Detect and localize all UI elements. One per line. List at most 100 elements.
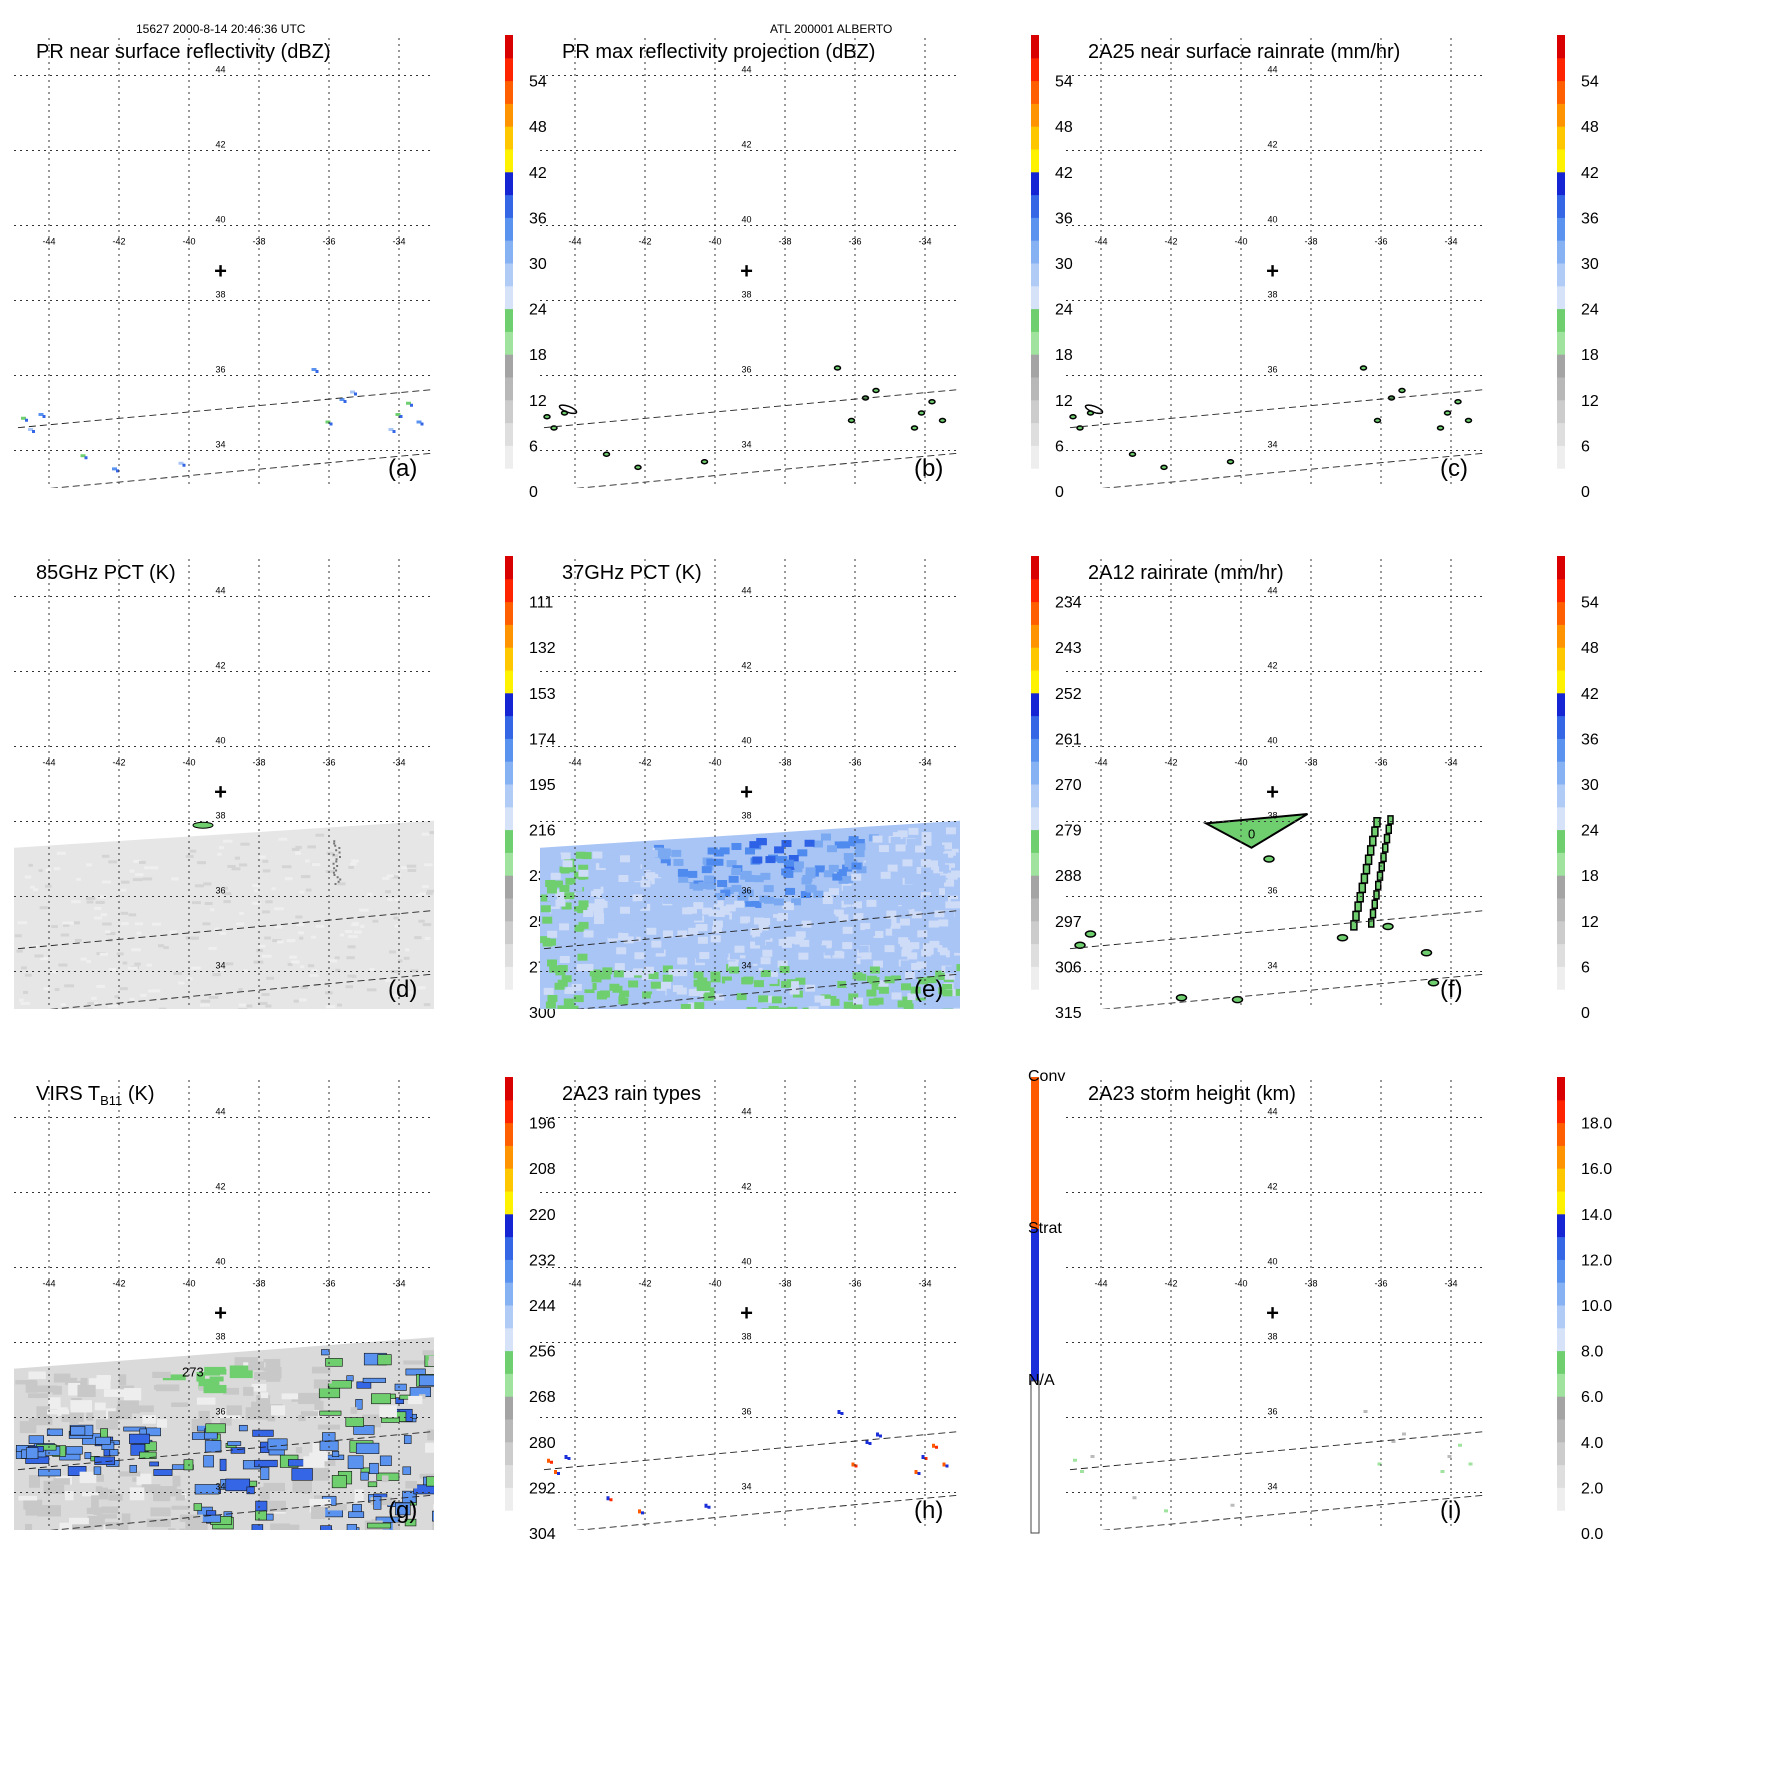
y-tick-label: 44: [1267, 65, 1277, 75]
brightness-pixel: [334, 956, 340, 960]
brightness-pixel: [756, 838, 767, 846]
brightness-pixel: [189, 849, 197, 853]
y-tick-label: 42: [741, 1182, 751, 1192]
brightness-pixel: [17, 921, 28, 925]
brightness-pixel: [738, 889, 749, 897]
brightness-pixel: [864, 862, 875, 870]
brightness-pixel: [108, 860, 118, 864]
brightness-pixel: [765, 941, 776, 949]
brightness-pixel: [337, 882, 346, 886]
brightness-pixel: [745, 901, 756, 909]
cloud-pixel: [28, 1371, 46, 1380]
storm-center-marker: +: [740, 1301, 753, 1326]
y-tick-label: 42: [741, 661, 751, 671]
cloud-pixel: [196, 1372, 206, 1382]
brightness-pixel: [385, 978, 393, 982]
colorbar-tick-label: 0: [1581, 1005, 1590, 1022]
brightness-pixel: [655, 990, 666, 998]
brightness-pixel: [812, 840, 823, 848]
colorbar-segment: [505, 1373, 513, 1397]
x-tick-label: -44: [42, 236, 55, 246]
raintype-cell: [851, 1462, 855, 1467]
cloud-pixel: [25, 1447, 39, 1459]
brightness-pixel: [899, 918, 910, 926]
cloud-pixel: [259, 1486, 270, 1500]
brightness-pixel: [547, 959, 558, 967]
brightness-pixel: [860, 959, 871, 967]
cloud-pixel: [373, 1496, 382, 1510]
raintype-cell: [557, 1472, 560, 1475]
panel-label: (h): [914, 1497, 943, 1524]
brightness-pixel: [953, 1007, 960, 1009]
colorbar-segment: [505, 1510, 513, 1534]
pr-swath-edge: [1066, 910, 1486, 950]
brightness-pixel: [904, 908, 915, 916]
brightness-pixel: [907, 993, 918, 1001]
brightness-pixel: [105, 932, 116, 936]
height-cell: [1447, 1455, 1452, 1458]
brightness-pixel: [223, 839, 233, 843]
colorbar-segment: [505, 1350, 513, 1374]
brightness-pixel: [922, 908, 933, 916]
brightness-pixel: [559, 923, 570, 931]
brightness-pixel: [916, 961, 927, 969]
raintype-cell: [914, 1470, 918, 1474]
rainband-cell: [1366, 845, 1375, 856]
y-tick-label: 44: [741, 586, 751, 596]
brightness-pixel: [705, 882, 716, 890]
brightness-pixel: [959, 978, 960, 986]
raintype-cell: [638, 1509, 641, 1514]
cold-pixel: [332, 853, 335, 856]
brightness-pixel: [943, 850, 954, 858]
brightness-pixel: [310, 935, 317, 939]
rain-contour: [1464, 417, 1473, 424]
brightness-pixel: [893, 980, 904, 988]
brightness-pixel: [587, 896, 598, 904]
cloud-pixel: [377, 1354, 392, 1366]
brightness-pixel: [564, 892, 575, 900]
colorbar-segment: [1557, 806, 1565, 831]
cloud-pixel: [142, 1415, 156, 1424]
brightness-pixel: [904, 877, 915, 885]
brightness-pixel: [391, 994, 400, 998]
brightness-pixel: [597, 1003, 608, 1009]
raintype-cell: [942, 1462, 946, 1467]
brightness-pixel: [714, 909, 725, 917]
brightness-pixel: [945, 901, 956, 909]
colorbar-segment: [1557, 852, 1565, 876]
cloud-pixel: [243, 1386, 254, 1396]
brightness-pixel: [931, 1006, 942, 1009]
brightness-pixel: [277, 940, 284, 944]
brightness-pixel: [424, 863, 433, 867]
brightness-pixel: [151, 922, 161, 926]
y-tick-label: 40: [1267, 1257, 1277, 1267]
brightness-pixel: [265, 900, 273, 904]
brightness-pixel: [97, 895, 107, 899]
y-tick-label: 36: [1267, 886, 1277, 896]
brightness-pixel: [728, 875, 739, 883]
brightness-pixel: [725, 980, 736, 988]
brightness-pixel: [687, 1002, 698, 1009]
brightness-pixel: [942, 1008, 953, 1009]
pr-swath-edge: [575, 452, 960, 488]
brightness-pixel: [553, 880, 564, 888]
brightness-pixel: [202, 922, 211, 926]
y-tick-label: 34: [741, 440, 751, 450]
storm-center-marker: +: [1266, 259, 1279, 284]
brightness-pixel: [577, 953, 588, 961]
brightness-pixel: [836, 869, 847, 877]
colorbar-segment: [505, 308, 513, 332]
brightness-pixel: [701, 866, 712, 874]
brightness-pixel: [236, 922, 245, 926]
brightness-pixel: [387, 897, 393, 901]
cloud-pixel: [80, 1377, 88, 1389]
cloud-pixel: [72, 1524, 95, 1530]
brightness-pixel: [239, 911, 244, 915]
brightness-pixel: [261, 993, 270, 997]
brightness-pixel: [662, 961, 673, 969]
y-tick-label: 34: [741, 1482, 751, 1492]
reflectivity-cell: [32, 430, 35, 433]
brightness-pixel: [214, 927, 220, 931]
brightness-pixel: [653, 907, 664, 915]
